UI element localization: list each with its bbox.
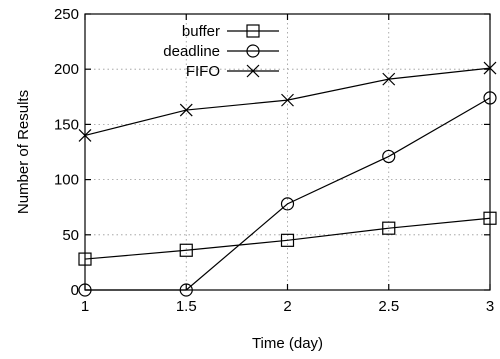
data-point-FIFO: [179, 103, 193, 117]
x-tick-label: 1.5: [176, 298, 197, 315]
y-tick-label: 200: [54, 61, 79, 78]
x-axis-label: Time (day): [252, 335, 323, 352]
data-point-deadline: [280, 197, 295, 211]
series-layer: [78, 61, 497, 297]
data-point-FIFO: [281, 93, 294, 107]
y-tick-label: 100: [54, 172, 79, 189]
x-tick-label: 2.5: [378, 298, 399, 315]
legend-marker-buffer: [246, 24, 260, 38]
y-tick-label: 250: [54, 6, 79, 23]
legend-label: buffer: [182, 23, 220, 40]
x-tick-label: 1: [81, 298, 89, 315]
legend-item-deadline: deadline: [163, 43, 279, 60]
axis-ticks: 0 50 100 150 200 250 1 1.5 2 2.5 3: [54, 6, 494, 315]
legend-label: deadline: [163, 43, 220, 60]
legend-item-buffer: buffer: [182, 23, 279, 40]
y-tick-label: 50: [62, 227, 79, 244]
x-tick-label: 3: [486, 298, 494, 315]
data-point-buffer: [382, 221, 396, 235]
legend: buffer deadline FIFO: [163, 23, 279, 80]
y-tick-label: 150: [54, 116, 79, 133]
y-tick-label: 0: [71, 282, 79, 299]
legend-marker-deadline: [246, 44, 260, 58]
grid-lines: [85, 14, 490, 290]
data-point-buffer: [280, 233, 295, 247]
y-axis-label: Number of Results: [15, 90, 32, 214]
legend-label: FIFO: [186, 63, 220, 80]
data-point-buffer: [179, 243, 193, 257]
data-point-deadline: [382, 149, 396, 164]
legend-marker-FIFO: [246, 64, 260, 78]
data-point-FIFO: [382, 72, 396, 86]
x-tick-label: 2: [283, 298, 291, 315]
legend-item-FIFO: FIFO: [186, 63, 279, 80]
series-line-buffer: [84, 217, 491, 260]
